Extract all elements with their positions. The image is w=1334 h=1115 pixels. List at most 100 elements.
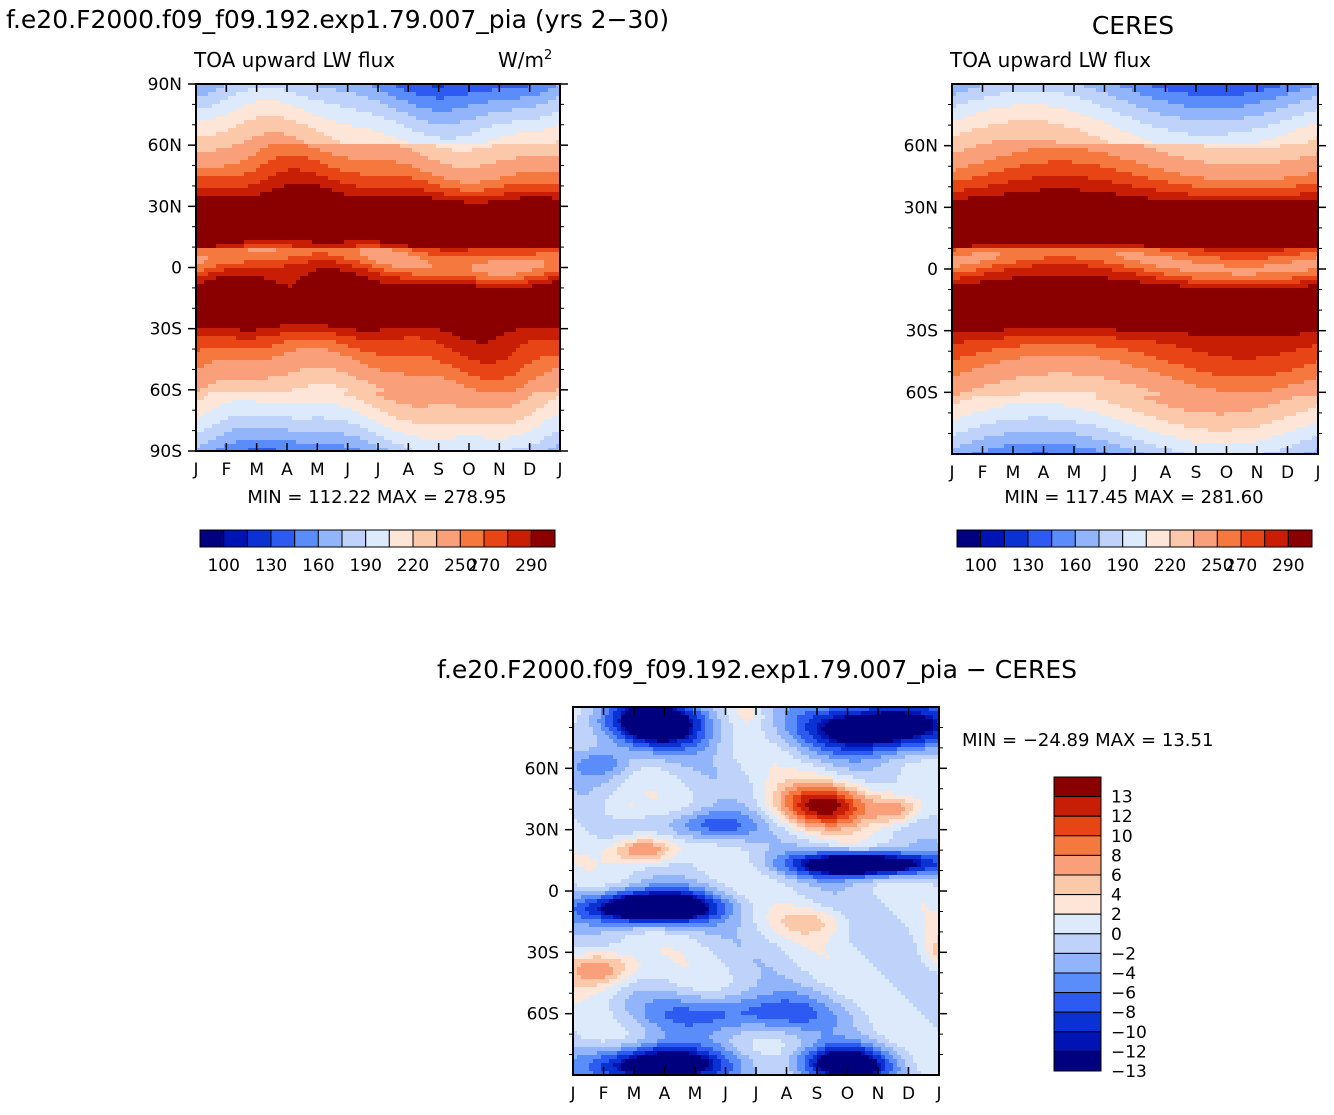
contour-cell — [244, 120, 297, 125]
contour-cell — [972, 412, 1101, 417]
contour-cell — [1144, 396, 1293, 401]
contour-cell — [308, 124, 353, 129]
contour-cell — [613, 835, 638, 840]
contour-cell — [196, 208, 560, 213]
contour-cell — [781, 811, 786, 816]
contour-cell — [368, 416, 397, 421]
contour-cell — [717, 907, 726, 912]
contour-cell — [196, 136, 253, 141]
contour-cell — [260, 164, 329, 169]
contour-cell — [1156, 340, 1318, 345]
contour-cell — [617, 991, 634, 996]
x-tick-label: J — [935, 1084, 941, 1104]
contour-cell — [516, 328, 560, 333]
contour-cell — [573, 875, 630, 880]
contour-cell — [713, 1019, 790, 1024]
contour-cell — [204, 280, 277, 285]
contour-cell — [605, 719, 614, 724]
contour-cell — [952, 408, 989, 413]
contour-cell — [952, 352, 977, 357]
colorbar-swatch — [1074, 529, 1100, 548]
contour-cell — [705, 727, 714, 732]
contour-cell — [372, 128, 413, 133]
contour-cell — [845, 887, 874, 892]
contour-cell — [733, 735, 766, 740]
contour-cell — [821, 819, 838, 824]
contour-cell — [1076, 444, 1121, 449]
contour-cell — [324, 116, 385, 121]
contour-cell — [244, 172, 277, 177]
contour-cell — [785, 739, 798, 744]
x-tick-label: M — [310, 460, 325, 480]
contour-cell — [605, 903, 706, 908]
contour-cell — [589, 903, 602, 908]
contour-cell — [236, 124, 309, 129]
contour-cell — [984, 96, 1081, 101]
contour-cell — [913, 807, 922, 812]
contour-cell — [460, 120, 513, 125]
contour-cell — [625, 727, 690, 732]
contour-cell — [244, 240, 313, 245]
contour-cell — [837, 799, 846, 804]
contour-cell — [996, 256, 1045, 261]
contour-cell — [693, 707, 702, 712]
contour-cell — [992, 140, 1057, 145]
contour-cell — [1136, 424, 1185, 429]
contour-cell — [789, 1063, 798, 1068]
contour-cell — [893, 791, 939, 796]
contour-cell — [705, 871, 762, 876]
colorbar-label: 160 — [1059, 556, 1091, 576]
contour-cell — [392, 248, 413, 253]
contour-cell — [797, 747, 810, 752]
contour-cell — [601, 907, 710, 912]
contour-cell — [196, 448, 217, 451]
contour-cell — [681, 999, 742, 1004]
contour-cell — [693, 987, 722, 992]
contour-cell — [1120, 380, 1185, 385]
contour-cell — [921, 803, 939, 808]
contour-cell — [1000, 92, 1065, 97]
contour-cell — [573, 943, 610, 948]
contour-cell — [601, 1039, 606, 1044]
contour-cell — [753, 911, 770, 916]
contour-cell — [196, 156, 249, 161]
contour-cell — [952, 96, 985, 101]
contour-cell — [368, 256, 421, 261]
contour-cell — [356, 376, 445, 381]
contour-cell — [733, 743, 778, 748]
contour-cell — [925, 943, 934, 948]
contour-cell — [673, 947, 710, 952]
contour-cell — [809, 859, 914, 864]
contour-cell — [416, 116, 477, 121]
contour-cell — [621, 723, 694, 728]
contour-cell — [889, 907, 922, 912]
contour-cell — [929, 907, 939, 912]
contour-cell — [952, 200, 1318, 205]
contour-cell — [1004, 168, 1117, 173]
contour-cell — [1148, 368, 1197, 373]
contour-cell — [196, 272, 209, 277]
contour-cell — [573, 923, 590, 928]
contour-cell — [1204, 176, 1285, 181]
contour-cell — [1304, 380, 1318, 385]
contour-cell — [801, 1039, 818, 1044]
contour-cell — [657, 791, 694, 796]
contour-cell — [921, 855, 939, 860]
contour-cell — [1084, 408, 1133, 413]
contour-cell — [573, 975, 582, 980]
contour-cell — [689, 1007, 750, 1012]
contour-cell — [909, 1071, 922, 1075]
contour-cell — [208, 384, 309, 389]
contour-cell — [1092, 116, 1133, 121]
contour-cell — [749, 1055, 790, 1060]
contour-cell — [821, 1031, 834, 1036]
contour-cell — [741, 811, 758, 816]
contour-cell — [1292, 444, 1318, 449]
contour-cell — [825, 1003, 842, 1008]
contour-cell — [1120, 156, 1185, 161]
contour-cell — [1076, 432, 1121, 437]
contour-cell — [276, 156, 309, 161]
contour-cell — [881, 711, 906, 716]
contour-cell — [952, 356, 961, 361]
